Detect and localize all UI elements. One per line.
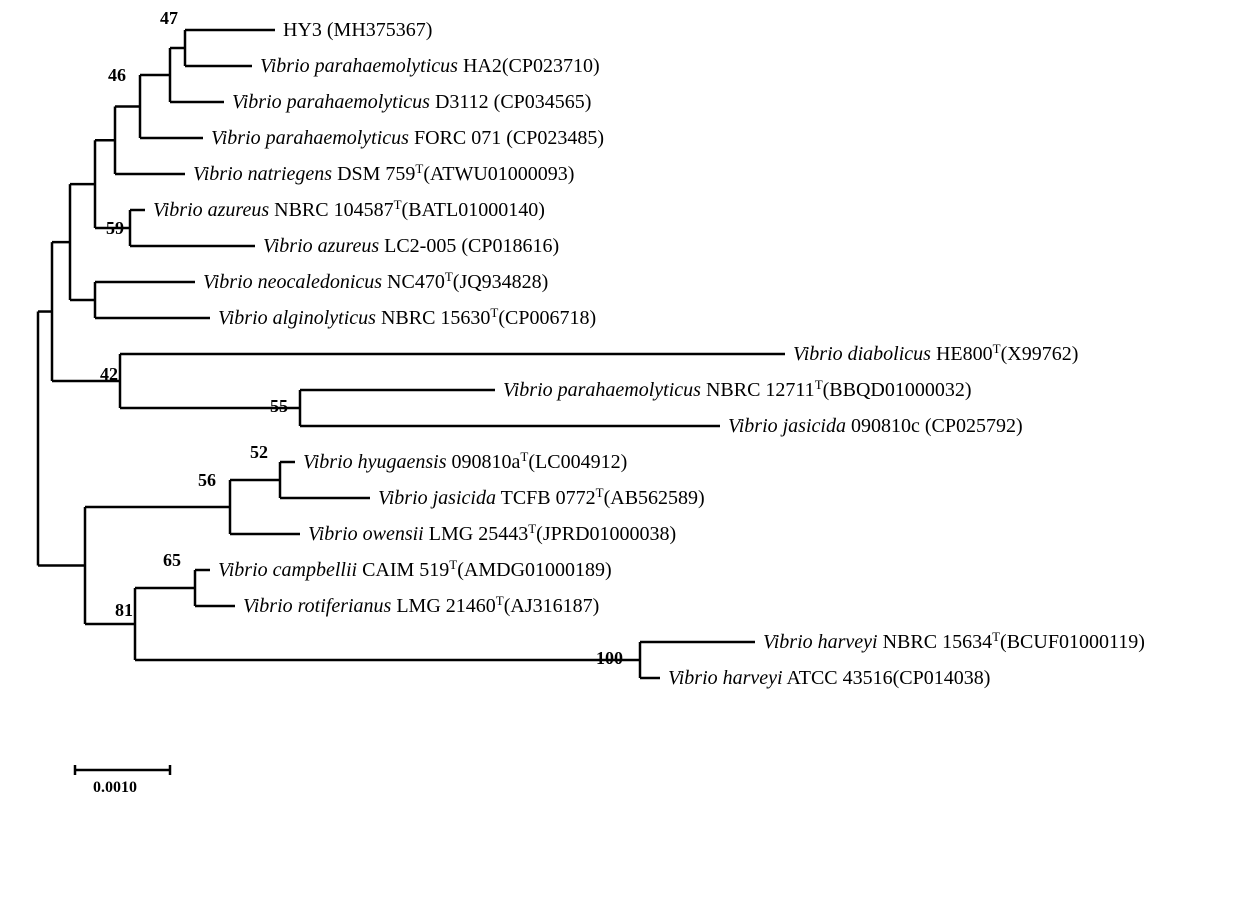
taxon-label: Vibrio parahaemolyticus D3112 (CP034565) (232, 91, 591, 113)
bootstrap-value: 55 (270, 396, 288, 416)
taxon-label: Vibrio jasicida 090810c (CP025792) (728, 415, 1023, 437)
taxon-genus: Vibrio alginolyticus (218, 307, 376, 329)
taxon-accession: (CP006718) (498, 307, 596, 329)
type-strain-superscript: T (415, 161, 423, 176)
taxon-rest: DSM 759 (332, 163, 415, 185)
taxon-label: Vibrio harveyi NBRC 15634T(BCUF01000119) (763, 629, 1145, 654)
taxon-accession: (AB562589) (604, 487, 705, 509)
taxon-rest: ATCC 43516(CP014038) (783, 667, 991, 689)
taxon-accession: (BATL01000140) (402, 199, 545, 221)
taxon-genus: Vibrio azureus (263, 235, 379, 257)
taxon-rest: 090810a (447, 451, 521, 473)
taxon-label: Vibrio azureus LC2-005 (CP018616) (263, 235, 559, 257)
taxon-label: Vibrio parahaemolyticus HA2(CP023710) (260, 55, 600, 77)
taxon-accession: (AMDG01000189) (457, 559, 611, 581)
taxon-genus: Vibrio campbellii (218, 559, 357, 581)
taxon-accession: (BCUF01000119) (1000, 631, 1145, 653)
taxon-accession: (AJ316187) (504, 595, 600, 617)
bootstrap-value: 46 (108, 65, 126, 85)
taxon-rest: NBRC 104587 (269, 199, 393, 221)
type-strain-superscript: T (815, 377, 823, 392)
type-strain-superscript: T (490, 305, 498, 320)
taxon-rest: 090810c (CP025792) (846, 415, 1023, 437)
scale-bar-label: 0.0010 (93, 779, 137, 796)
taxon-rest: D3112 (CP034565) (430, 91, 591, 113)
taxon-accession: (LC004912) (528, 451, 627, 473)
taxon-label: Vibrio natriegens DSM 759T(ATWU01000093) (193, 161, 574, 186)
type-strain-superscript: T (445, 269, 453, 284)
taxon-genus: Vibrio hyugaensis (303, 451, 447, 473)
taxon-accession: (X99762) (1001, 343, 1079, 365)
taxon-rest: LC2-005 (CP018616) (379, 235, 559, 257)
taxon-genus: Vibrio jasicida (728, 415, 846, 437)
taxon-rest: TCFB 0772 (496, 487, 596, 509)
type-strain-superscript: T (394, 197, 402, 212)
type-strain-superscript: T (449, 557, 457, 572)
taxon-accession: (JQ934828) (453, 271, 549, 293)
taxon-rest: NBRC 15630 (376, 307, 490, 329)
bootstrap-value: 47 (160, 8, 178, 28)
taxon-label: Vibrio owensii LMG 25443T(JPRD01000038) (308, 521, 676, 546)
taxon-genus: Vibrio rotiferianus (243, 595, 392, 617)
type-strain-superscript: T (993, 341, 1001, 356)
taxon-rest: HE800 (931, 343, 993, 365)
taxon-label: Vibrio diabolicus HE800T(X99762) (793, 341, 1078, 366)
taxon-genus: Vibrio parahaemolyticus (260, 55, 458, 77)
bootstrap-value: 100 (596, 648, 623, 668)
taxon-label: Vibrio rotiferianus LMG 21460T(AJ316187) (243, 593, 599, 618)
bootstrap-value: 81 (115, 600, 133, 620)
taxon-genus: Vibrio diabolicus (793, 343, 931, 365)
taxon-genus: Vibrio jasicida (378, 487, 496, 509)
taxon-rest: LMG 25443 (424, 523, 528, 545)
type-strain-superscript: T (528, 521, 536, 536)
taxon-label: HY3 (MH375367) (283, 19, 432, 41)
taxon-rest: HA2(CP023710) (458, 55, 600, 77)
taxon-accession: (JPRD01000038) (536, 523, 676, 545)
taxon-genus: Vibrio parahaemolyticus (232, 91, 430, 113)
taxon-label: Vibrio jasicida TCFB 0772T(AB562589) (378, 485, 705, 510)
taxon-label: Vibrio parahaemolyticus NBRC 12711T(BBQD… (503, 377, 972, 402)
taxon-genus: Vibrio neocaledonicus (203, 271, 382, 293)
taxon-genus: Vibrio harveyi (668, 667, 783, 689)
taxon-genus: Vibrio parahaemolyticus (503, 379, 701, 401)
taxon-label: Vibrio neocaledonicus NC470T(JQ934828) (203, 269, 548, 294)
bootstrap-value: 65 (163, 550, 181, 570)
taxon-genus: Vibrio parahaemolyticus (211, 127, 409, 149)
taxon-rest: NBRC 15634 (878, 631, 992, 653)
bootstrap-value: 52 (250, 442, 268, 462)
taxon-rest: LMG 21460 (391, 595, 495, 617)
taxon-rest: HY3 (MH375367) (283, 19, 432, 41)
taxon-genus: Vibrio owensii (308, 523, 424, 545)
type-strain-superscript: T (520, 449, 528, 464)
phylogenetic-tree: 474659554252566510081HY3 (MH375367)Vibri… (0, 0, 1240, 913)
taxon-label: Vibrio parahaemolyticus FORC 071 (CP0234… (211, 127, 604, 149)
taxon-label: Vibrio harveyi ATCC 43516(CP014038) (668, 667, 990, 689)
type-strain-superscript: T (496, 593, 504, 608)
taxon-rest: FORC 071 (CP023485) (409, 127, 604, 149)
type-strain-superscript: T (596, 485, 604, 500)
taxon-label: Vibrio azureus NBRC 104587T(BATL01000140… (153, 197, 545, 222)
taxon-label: Vibrio hyugaensis 090810aT(LC004912) (303, 449, 627, 474)
type-strain-superscript: T (992, 629, 1000, 644)
taxon-rest: NBRC 12711 (701, 379, 815, 401)
taxon-genus: Vibrio azureus (153, 199, 269, 221)
taxon-label: Vibrio alginolyticus NBRC 15630T(CP00671… (218, 305, 596, 330)
taxon-accession: (ATWU01000093) (423, 163, 574, 185)
taxon-accession: (BBQD01000032) (823, 379, 972, 401)
taxon-rest: NC470 (382, 271, 445, 293)
bootstrap-value: 56 (198, 470, 216, 490)
taxon-genus: Vibrio harveyi (763, 631, 878, 653)
taxon-label: Vibrio campbellii CAIM 519T(AMDG01000189… (218, 557, 612, 582)
taxon-rest: CAIM 519 (357, 559, 449, 581)
taxon-genus: Vibrio natriegens (193, 163, 332, 185)
